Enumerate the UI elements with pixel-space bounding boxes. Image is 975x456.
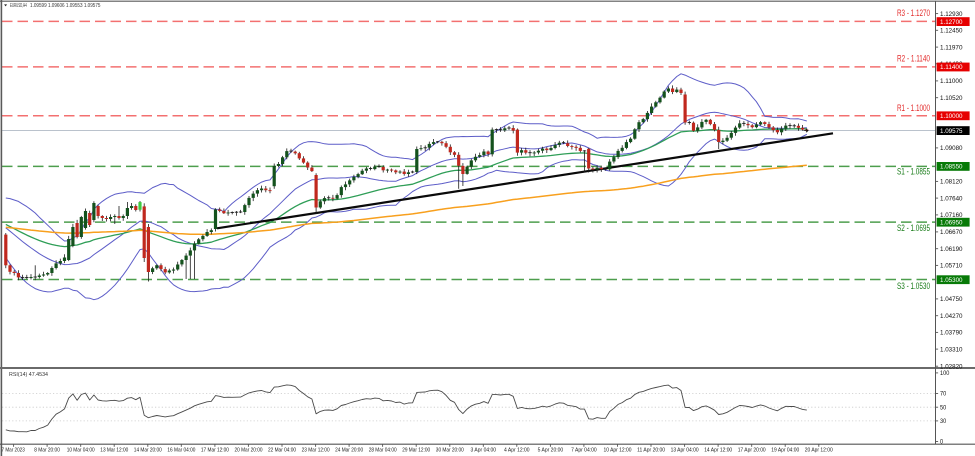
svg-text:1.09599 1.09606 1.09553 1.0957: 1.09599 1.09606 1.09553 1.09575	[30, 3, 101, 9]
svg-text:14 Apr 12:00: 14 Apr 12:00	[704, 448, 732, 454]
svg-text:22 Mar 04:00: 22 Mar 04:00	[268, 448, 296, 454]
svg-text:S3 - 1.0530: S3 - 1.0530	[897, 281, 930, 291]
svg-text:20 Apr 12:00: 20 Apr 12:00	[805, 448, 833, 454]
svg-text:R3 - 1.1270: R3 - 1.1270	[897, 8, 930, 18]
svg-text:16 Mar 04:00: 16 Mar 04:00	[167, 448, 195, 454]
svg-text:3 Apr 04:00: 3 Apr 04:00	[471, 448, 497, 454]
svg-text:1.12930: 1.12930	[940, 11, 963, 18]
svg-text:R2 - 1.1140: R2 - 1.1140	[897, 54, 930, 64]
svg-text:1.10000: 1.10000	[940, 113, 963, 120]
svg-text:7 Apr 04:00: 7 Apr 04:00	[571, 448, 597, 454]
svg-text:1.11000: 1.11000	[940, 78, 963, 85]
svg-text:1.04270: 1.04270	[940, 313, 963, 320]
svg-text:R1 - 1.1000: R1 - 1.1000	[897, 103, 930, 113]
svg-text:S1 - 1.0855: S1 - 1.0855	[897, 167, 930, 177]
svg-text:1.03790: 1.03790	[940, 330, 963, 337]
svg-text:1.08120: 1.08120	[940, 179, 963, 186]
svg-text:1.08550: 1.08550	[940, 164, 963, 171]
svg-text:1.12700: 1.12700	[940, 19, 963, 26]
svg-text:29 Mar 12:00: 29 Mar 12:00	[402, 448, 430, 454]
svg-text:1.04750: 1.04750	[940, 296, 963, 303]
svg-text:30 Mar 20:00: 30 Mar 20:00	[436, 448, 464, 454]
svg-text:10 Mar 04:00: 10 Mar 04:00	[67, 448, 95, 454]
svg-text:10 Apr 12:00: 10 Apr 12:00	[604, 448, 632, 454]
svg-text:1.07160: 1.07160	[940, 212, 963, 219]
svg-text:11 Apr 20:00: 11 Apr 20:00	[637, 448, 665, 454]
svg-text:1.06190: 1.06190	[940, 246, 963, 253]
svg-text:1.06950: 1.06950	[940, 219, 963, 226]
svg-text:70: 70	[940, 391, 947, 398]
svg-text:7 Mar 2023: 7 Mar 2023	[2, 448, 25, 454]
svg-text:1.05710: 1.05710	[940, 263, 963, 270]
svg-text:1.03310: 1.03310	[940, 346, 963, 353]
svg-text:24 Mar 20:00: 24 Mar 20:00	[335, 448, 363, 454]
svg-text:30: 30	[940, 418, 947, 425]
svg-text:0: 0	[940, 439, 944, 446]
svg-text:1.11970: 1.11970	[940, 44, 963, 51]
svg-text:1.09080: 1.09080	[940, 145, 963, 152]
svg-text:17 Apr 20:00: 17 Apr 20:00	[738, 448, 766, 454]
svg-text:28 Mar 04:00: 28 Mar 04:00	[369, 448, 397, 454]
svg-text:EURUSD,H4: EURUSD,H4	[10, 3, 27, 9]
svg-text:13 Apr 04:00: 13 Apr 04:00	[671, 448, 699, 454]
svg-text:1.07640: 1.07640	[940, 195, 963, 202]
svg-text:5 Apr 20:00: 5 Apr 20:00	[538, 448, 564, 454]
svg-text:RSI(14) 47.4534: RSI(14) 47.4534	[9, 372, 49, 378]
svg-text:8 Mar 20:00: 8 Mar 20:00	[34, 448, 60, 454]
svg-text:1.12450: 1.12450	[940, 28, 963, 35]
svg-text:1.06670: 1.06670	[940, 229, 963, 236]
svg-text:1.05300: 1.05300	[940, 277, 963, 284]
svg-text:23 Mar 12:00: 23 Mar 12:00	[302, 448, 330, 454]
svg-text:20 Mar 20:00: 20 Mar 20:00	[235, 448, 263, 454]
svg-text:17 Mar 12:00: 17 Mar 12:00	[201, 448, 229, 454]
svg-text:S2 - 1.0695: S2 - 1.0695	[897, 223, 930, 233]
svg-text:19 Apr 04:00: 19 Apr 04:00	[771, 448, 799, 454]
svg-text:50: 50	[940, 404, 947, 411]
svg-text:4 Apr 12:00: 4 Apr 12:00	[504, 448, 530, 454]
svg-text:1.10520: 1.10520	[940, 95, 963, 102]
svg-text:100: 100	[940, 370, 950, 377]
svg-text:14 Mar 20:00: 14 Mar 20:00	[134, 448, 162, 454]
svg-text:1.09575: 1.09575	[940, 128, 963, 135]
svg-text:1.11400: 1.11400	[940, 64, 963, 71]
svg-text:1.02820: 1.02820	[940, 363, 963, 370]
svg-text:13 Mar 12:00: 13 Mar 12:00	[100, 448, 128, 454]
